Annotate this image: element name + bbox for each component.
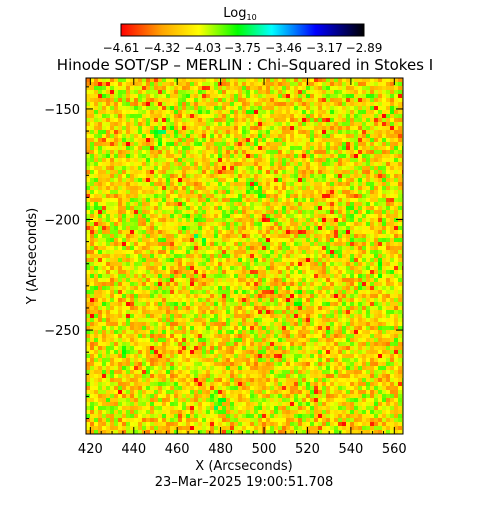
colorbar-tick-label: −3.46 — [265, 41, 302, 55]
colorbar-tick-label: −4.03 — [185, 41, 222, 55]
colorbar-ticks: −4.61 −4.32 −4.03 −3.75 −3.46 −3.17 −2.89 — [103, 41, 383, 55]
x-axis: 420 440 460 480 500 520 540 560 — [78, 78, 407, 457]
colorbar-tick-label: −4.32 — [144, 41, 181, 55]
colorbar-tick-label: −2.89 — [346, 41, 383, 55]
y-tick-label: −200 — [44, 214, 80, 229]
colorbar-label: Log10 — [223, 6, 256, 22]
y-tick-label: −250 — [44, 324, 80, 339]
heatmap-image — [86, 78, 403, 434]
colorbar: Log10 −4.61 −4.32 −4.03 −3.75 −3.46 −3.17 −2.8… — [103, 6, 383, 55]
timestamp: 23–Mar–2025 19:00:51.708 — [155, 475, 334, 490]
colorbar-tick-label: −3.75 — [224, 41, 261, 55]
x-tick-label: 460 — [165, 442, 190, 457]
plot-frame — [85, 77, 404, 435]
y-tick-label: −150 — [44, 103, 80, 118]
colorbar-tick-label: −4.61 — [103, 41, 140, 55]
x-axis-title: X (Arcseconds) — [195, 459, 292, 474]
x-tick-label: 540 — [338, 442, 363, 457]
x-tick-label: 520 — [295, 442, 320, 457]
colorbar-gradient — [120, 23, 365, 37]
colorbar-tick-label: −3.17 — [306, 41, 343, 55]
x-tick-label: 560 — [382, 442, 407, 457]
y-axis-title: Y (Arcseconds) — [25, 208, 40, 305]
x-tick-label: 420 — [78, 442, 103, 457]
x-tick-label: 480 — [208, 442, 233, 457]
x-tick-label: 440 — [121, 442, 146, 457]
chart-title: Hinode SOT/SP – MERLIN : Chi–Squared in … — [57, 56, 433, 74]
y-axis: −150 −200 −250 — [44, 86, 403, 420]
x-tick-label: 500 — [252, 442, 277, 457]
